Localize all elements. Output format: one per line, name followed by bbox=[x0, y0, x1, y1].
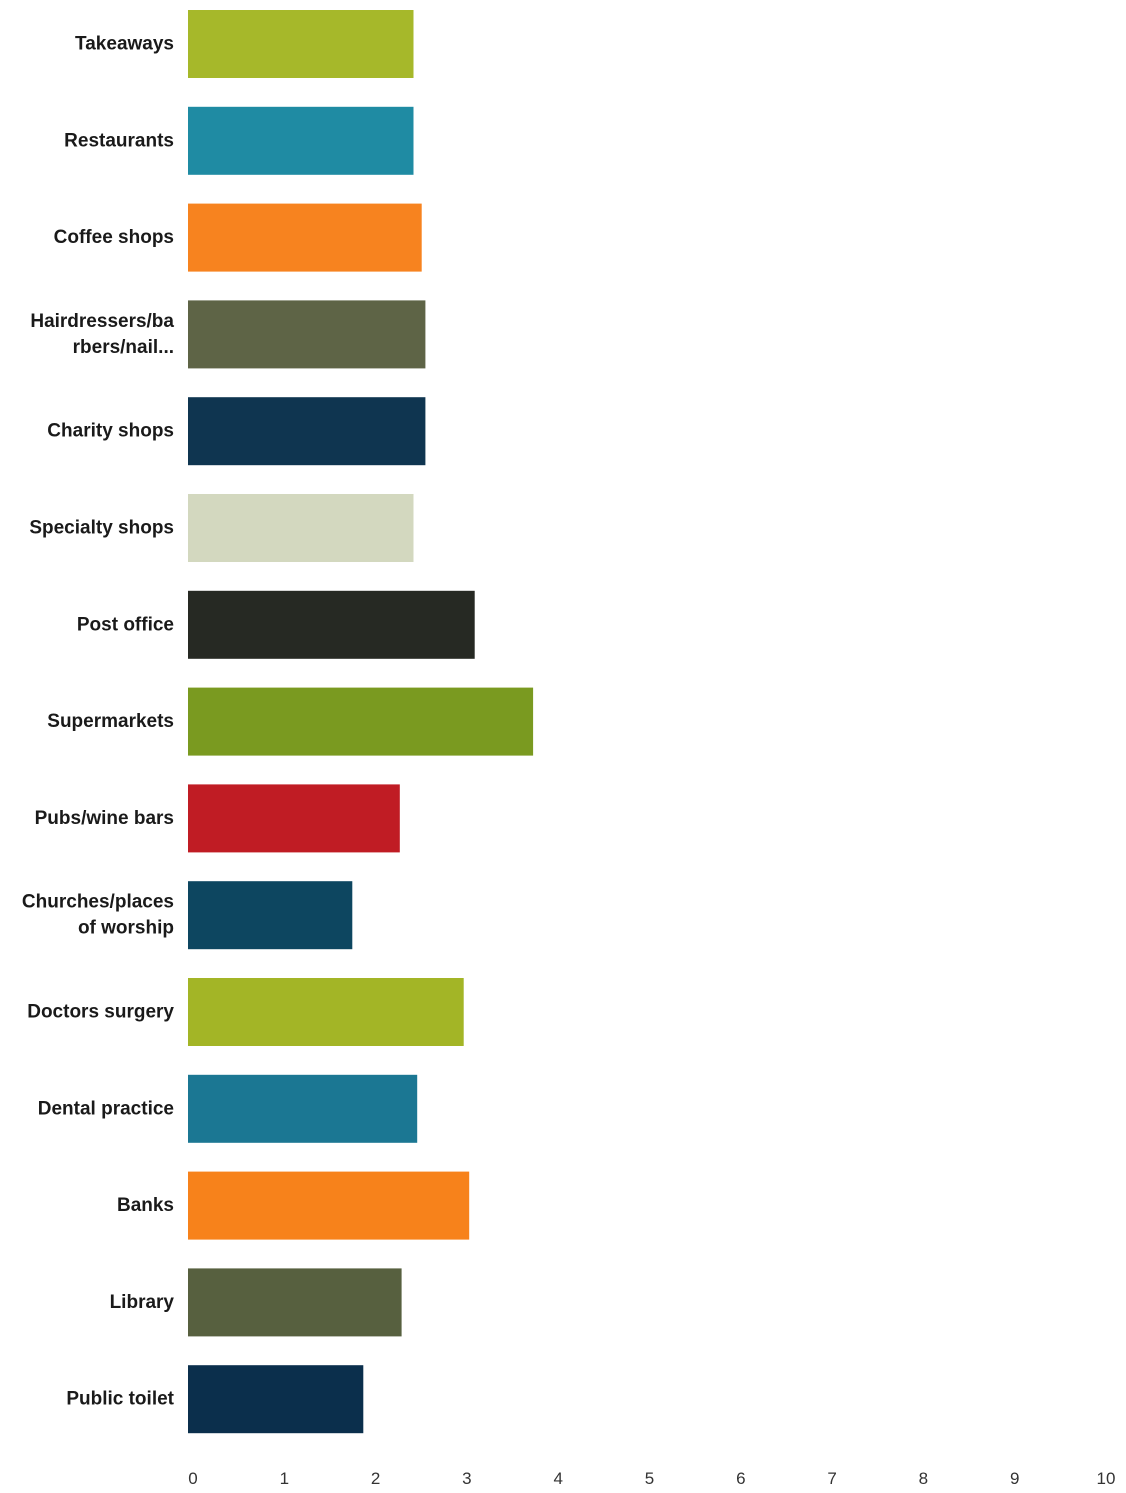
bar-pubs-wine-bars bbox=[188, 784, 400, 853]
x-tick-label: 7 bbox=[827, 1469, 836, 1488]
bar-restaurants bbox=[188, 106, 414, 175]
category-label: Post office bbox=[77, 614, 174, 635]
x-tick-label: 8 bbox=[919, 1469, 928, 1488]
x-axis-ticks: 0 1 2 3 4 5 6 7 8 9 10 bbox=[188, 1469, 1115, 1488]
category-label: Library bbox=[110, 1292, 175, 1313]
category-label: Public toilet bbox=[66, 1389, 174, 1410]
bar-dental-practice bbox=[188, 1074, 418, 1143]
x-tick-label: 1 bbox=[280, 1469, 289, 1488]
bar-takeaways bbox=[188, 10, 414, 78]
bar-hairdressers-ba-rbers-nail bbox=[188, 300, 426, 369]
category-label: Restaurants bbox=[64, 130, 174, 151]
bar-charity-shops bbox=[188, 397, 426, 466]
category-label: rbers/nail... bbox=[73, 337, 174, 358]
x-tick-label: 5 bbox=[645, 1469, 654, 1488]
x-tick-label: 10 bbox=[1097, 1469, 1116, 1488]
category-label: Supermarkets bbox=[47, 711, 174, 732]
bar-library bbox=[188, 1268, 402, 1337]
category-labels: Takeaways Restaurants Coffee shops Hairdres… bbox=[22, 34, 175, 1410]
category-label: Dental practice bbox=[38, 1098, 174, 1119]
bars bbox=[188, 10, 534, 1434]
category-label: Coffee shops bbox=[54, 227, 174, 248]
category-label: Churches/places bbox=[22, 892, 174, 913]
bar-banks bbox=[188, 1171, 470, 1240]
x-tick-label: 9 bbox=[1010, 1469, 1019, 1488]
category-label: Banks bbox=[117, 1195, 174, 1216]
x-tick-label: 0 bbox=[188, 1469, 197, 1488]
category-label: Doctors surgery bbox=[27, 1002, 174, 1023]
category-label: Charity shops bbox=[47, 421, 174, 442]
bar-doctors-surgery bbox=[188, 978, 464, 1046]
x-tick-label: 3 bbox=[462, 1469, 471, 1488]
category-label: Pubs/wine bars bbox=[35, 808, 174, 829]
bar-specialty-shops bbox=[188, 494, 414, 562]
bar-coffee-shops bbox=[188, 203, 422, 272]
bar-public-toilet bbox=[188, 1365, 364, 1434]
category-label: Hairdressers/ba bbox=[30, 311, 174, 332]
category-label: Specialty shops bbox=[29, 518, 174, 539]
category-label: Takeaways bbox=[75, 34, 174, 55]
bar-churches-places-of-worship bbox=[188, 881, 353, 950]
category-label: of worship bbox=[78, 918, 174, 939]
x-tick-label: 4 bbox=[553, 1469, 562, 1488]
bar-post-office bbox=[188, 590, 475, 659]
x-tick-label: 2 bbox=[371, 1469, 380, 1488]
bar-supermarkets bbox=[188, 687, 534, 756]
x-tick-label: 6 bbox=[736, 1469, 745, 1488]
